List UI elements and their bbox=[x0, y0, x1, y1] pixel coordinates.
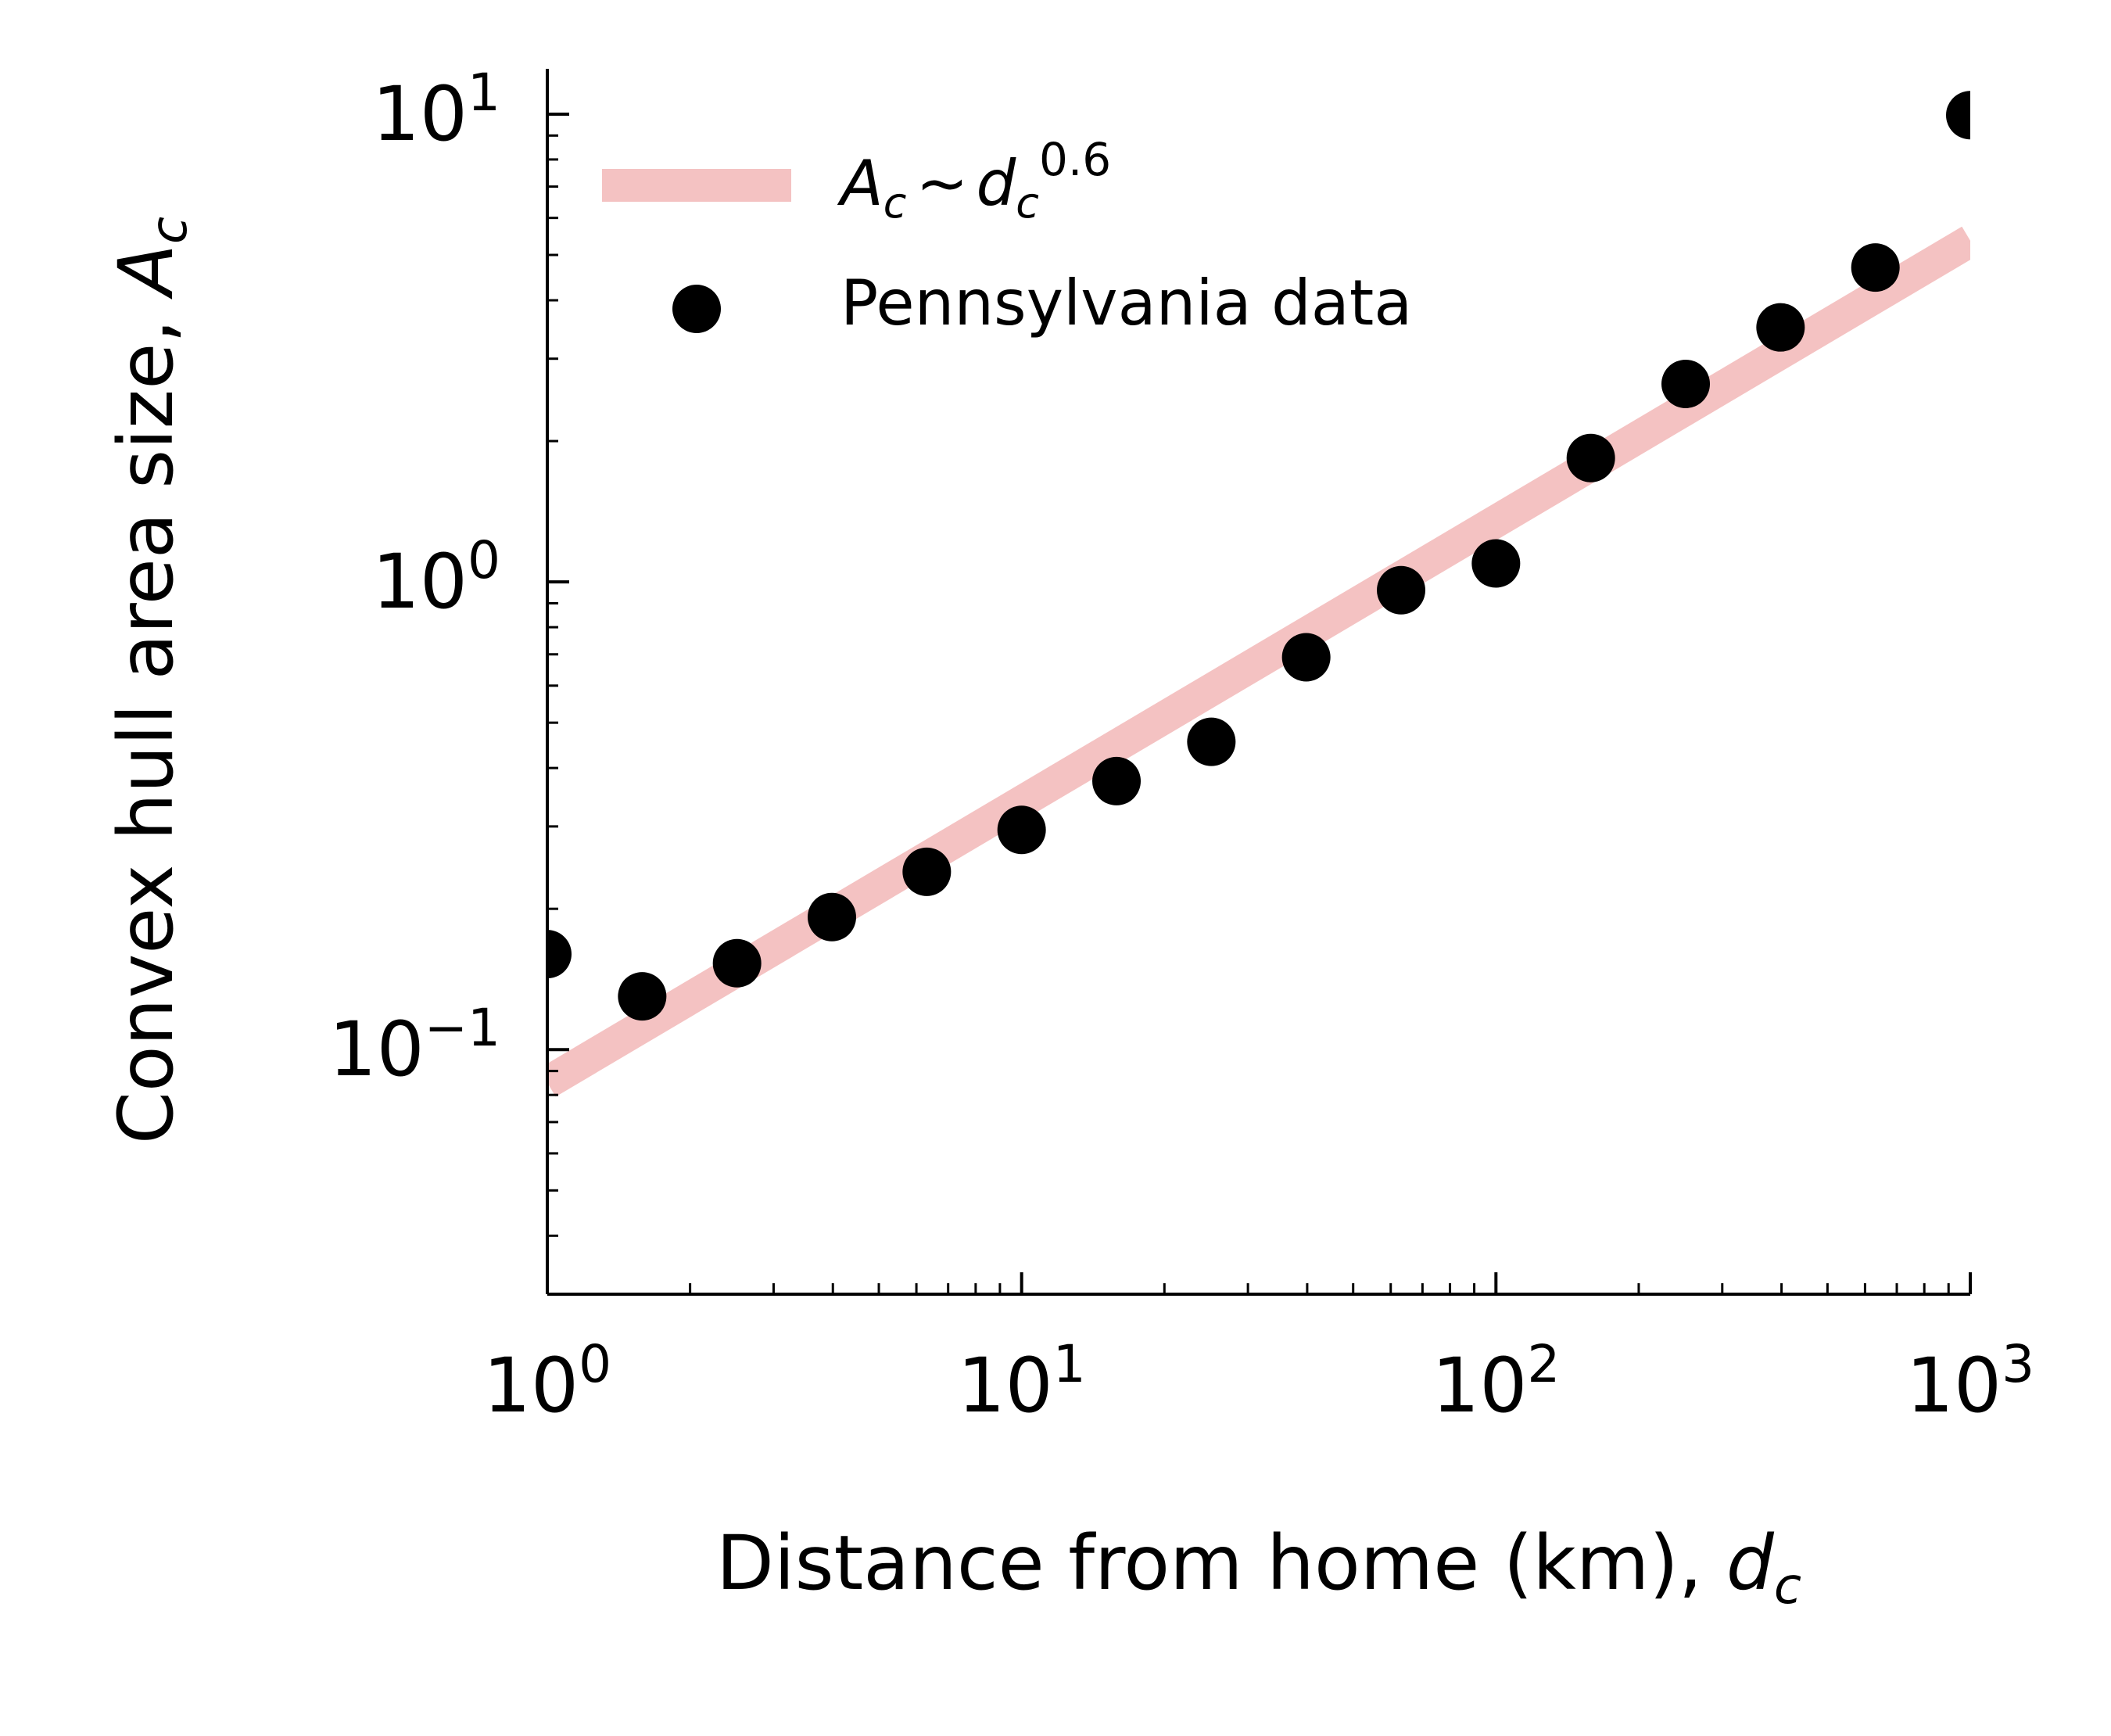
data-point bbox=[1281, 633, 1331, 682]
plot-area bbox=[547, 91, 1970, 1097]
data-point bbox=[618, 972, 667, 1021]
data-point bbox=[1946, 91, 1970, 140]
fit-line bbox=[547, 226, 1970, 1097]
data-point bbox=[1661, 359, 1711, 408]
x-ticks: 100 101 102 103 bbox=[483, 1272, 2034, 1429]
data-point bbox=[807, 892, 856, 942]
x-tick-label: 100 bbox=[483, 1334, 611, 1429]
y-tick-label: 10−1 bbox=[329, 998, 500, 1093]
legend-data-marker bbox=[672, 285, 721, 333]
data-point bbox=[1471, 539, 1521, 588]
x-axis-label: Distance from home (km), dc bbox=[716, 1519, 1801, 1616]
data-point bbox=[1377, 565, 1426, 615]
y-axis-label: Convex hull area size, Ac bbox=[102, 217, 199, 1144]
data-point bbox=[547, 930, 572, 979]
legend-data-label: Pennsylvania data bbox=[840, 267, 1412, 339]
scatter-points-layer bbox=[547, 91, 1970, 1021]
fit-line-layer bbox=[547, 226, 1970, 1097]
data-point bbox=[712, 938, 762, 988]
x-tick-label: 103 bbox=[1906, 1334, 2034, 1429]
legend: Ac ~ dc0.6 Pennsylvania data bbox=[602, 133, 1412, 339]
data-point bbox=[1756, 303, 1805, 352]
data-point bbox=[1187, 717, 1236, 766]
data-point bbox=[1566, 433, 1615, 482]
data-point bbox=[1092, 756, 1142, 805]
x-tick-label: 101 bbox=[958, 1334, 1086, 1429]
x-tick-label: 102 bbox=[1432, 1334, 1560, 1429]
data-point bbox=[1851, 243, 1900, 292]
data-point bbox=[997, 805, 1046, 855]
data-point bbox=[902, 847, 952, 896]
y-tick-label: 100 bbox=[372, 530, 500, 626]
y-ticks: 10−1 100 101 bbox=[329, 63, 569, 1296]
legend-fit-label: Ac ~ dc0.6 bbox=[837, 133, 1111, 228]
y-tick-label: 101 bbox=[372, 63, 500, 158]
